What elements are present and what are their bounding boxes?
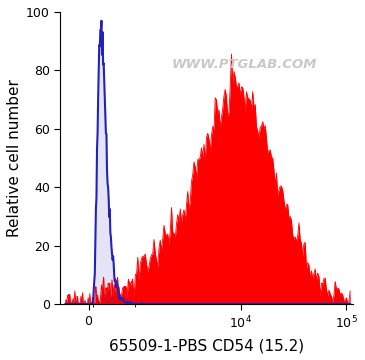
X-axis label: 65509-1-PBS CD54 (15.2): 65509-1-PBS CD54 (15.2)	[109, 338, 304, 353]
Y-axis label: Relative cell number: Relative cell number	[7, 79, 22, 237]
Text: WWW.PTGLAB.COM: WWW.PTGLAB.COM	[172, 58, 317, 71]
